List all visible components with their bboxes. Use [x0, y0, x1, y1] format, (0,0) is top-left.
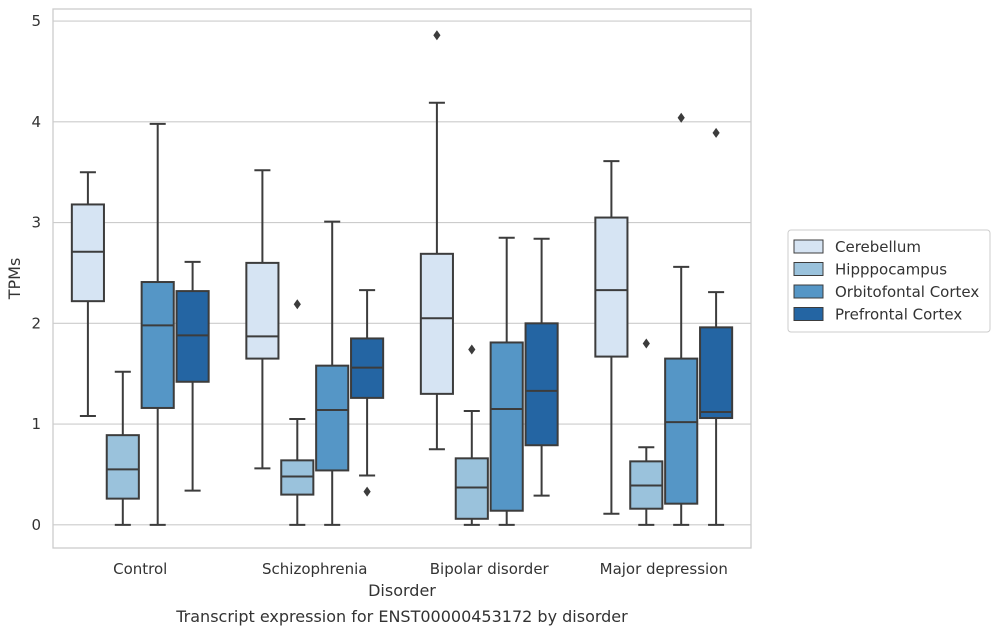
legend-frame [787, 229, 991, 333]
y-tick-label: 5 [31, 12, 41, 30]
legend-label: Hipppocampus [835, 261, 947, 279]
box-orbitofontal-cortex-bipolar-disorder [489, 236, 524, 526]
y-tick-label: 4 [31, 113, 41, 131]
box-cerebellum-bipolar-disorder [419, 30, 454, 451]
legend-item-cerebellum: Cerebellum [793, 238, 921, 256]
outlier-point [293, 299, 301, 310]
legend-swatch [793, 284, 824, 299]
x-tick-label-schizophrenia: Schizophrenia [262, 560, 367, 578]
legend-label: Orbitofontal Cortex [835, 283, 979, 301]
plot-frame [52, 8, 752, 549]
x-tick-labels: Control Schizophrenia Bipolar disorder Majo… [113, 560, 728, 578]
x-axis-label: Disorder [368, 581, 436, 600]
box-body [699, 326, 734, 420]
outlier-point [677, 112, 685, 123]
y-axis-label: TPMs [5, 258, 24, 301]
chart-caption: Transcript expression for ENST0000045317… [175, 607, 628, 626]
legend-swatch [793, 262, 824, 276]
y-tick-labels: 0 1 2 3 4 5 [31, 12, 41, 534]
legend-label: Prefrontal Cortex [835, 306, 962, 324]
box-hipppocampus-control [105, 370, 140, 526]
y-tick-label: 0 [31, 516, 41, 534]
box-body [105, 434, 140, 500]
box-cerebellum-schizophrenia [245, 169, 280, 470]
box-body [175, 290, 210, 383]
box-hipppocampus-bipolar-disorder [454, 344, 489, 526]
x-tick-label-major-depression: Major depression [600, 560, 728, 578]
box-orbitofontal-cortex-schizophrenia [315, 220, 350, 526]
box-body [70, 203, 105, 303]
boxes [70, 30, 734, 526]
legend-item-hipppocampus: Hipppocampus [793, 261, 947, 279]
x-tick-label-control: Control [113, 560, 167, 578]
box-orbitofontal-cortex-control [140, 122, 175, 526]
box-body [315, 364, 350, 472]
y-tick-label: 1 [31, 415, 41, 433]
y-tick-label: 3 [31, 214, 41, 232]
box-body [594, 216, 629, 358]
box-body [280, 459, 315, 496]
legend: Cerebellum Hipppocampus Orbitofontal Corte… [787, 229, 991, 333]
legend-swatch [793, 307, 824, 321]
outlier-point [712, 127, 720, 138]
box-cerebellum-control [70, 171, 105, 418]
outlier-point [642, 338, 650, 349]
box-prefrontal-cortex-schizophrenia [350, 289, 385, 497]
box-prefrontal-cortex-major-depression [699, 127, 734, 526]
box-body [140, 281, 175, 409]
y-tick-label: 2 [31, 314, 41, 332]
outlier-point [433, 30, 441, 41]
box-hipppocampus-schizophrenia [280, 299, 315, 526]
legend-item-orbitofontal-cortex: Orbitofontal Cortex [793, 283, 979, 301]
box-body [489, 341, 524, 512]
box-hipppocampus-major-depression [629, 338, 664, 526]
box-cerebellum-major-depression [594, 160, 629, 515]
legend-swatch [793, 239, 824, 254]
box-body [419, 252, 454, 395]
box-prefrontal-cortex-bipolar-disorder [524, 237, 559, 497]
outlier-point [363, 486, 371, 497]
x-tick-label-bipolar-disorder: Bipolar disorder [430, 560, 550, 578]
box-body [454, 457, 489, 520]
box-body [245, 261, 280, 360]
outlier-point [468, 344, 476, 355]
legend-label: Cerebellum [835, 238, 921, 256]
box-orbitofontal-cortex-major-depression [664, 112, 699, 526]
box-body [524, 322, 559, 447]
box-prefrontal-cortex-control [175, 260, 210, 492]
legend-item-prefrontal-cortex: Prefrontal Cortex [793, 306, 962, 324]
box-body [664, 357, 699, 505]
